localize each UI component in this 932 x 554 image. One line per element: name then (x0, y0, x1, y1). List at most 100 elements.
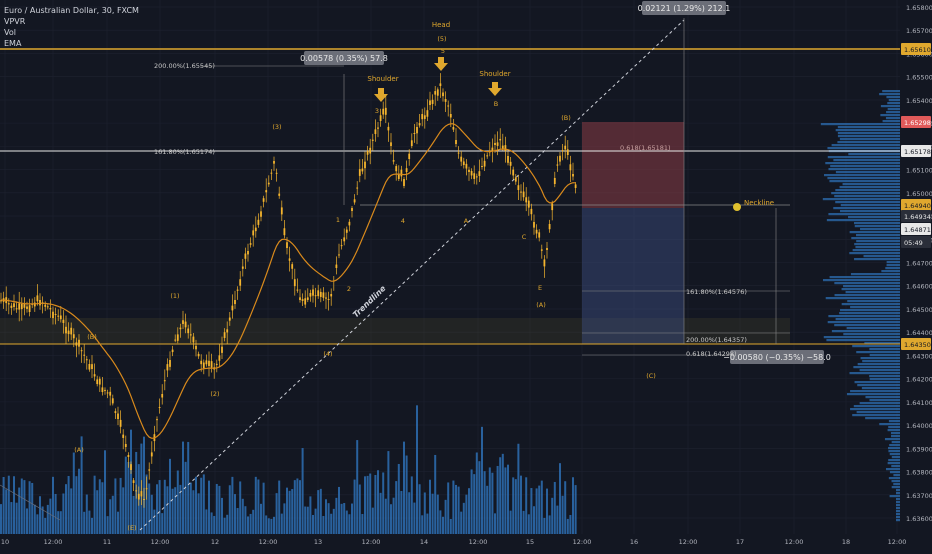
volume-bar (504, 467, 507, 534)
profile-bar (833, 207, 900, 210)
volume-bar (559, 463, 561, 534)
candle-body (78, 339, 80, 347)
wave-label: (5) (437, 35, 446, 43)
price-label-box[interactable] (901, 145, 931, 157)
symbol-title[interactable]: Euro / Australian Dollar, 30, FXCM (4, 6, 139, 15)
volume-bar (46, 504, 49, 534)
price-label-box[interactable] (901, 223, 931, 235)
time-tick: 12:00 (573, 538, 592, 546)
candle-body (239, 279, 242, 286)
volume-bar (98, 479, 101, 534)
profile-bar (854, 381, 900, 384)
candle-body (0, 300, 2, 302)
volume-bar (574, 485, 577, 534)
candle-body (413, 133, 416, 134)
candle-body (470, 170, 473, 176)
candle-body (20, 303, 23, 310)
price-axis[interactable] (900, 0, 932, 550)
profile-bar (827, 177, 900, 180)
candle-body (98, 378, 101, 385)
volume-bar (171, 488, 174, 534)
volume-bar (395, 481, 398, 534)
volume-bar (80, 436, 83, 534)
profile-bar (857, 384, 900, 387)
time-axis[interactable] (0, 534, 932, 550)
indicator-vpvr[interactable]: VPVR (4, 17, 26, 26)
volume-bar (265, 515, 268, 534)
price-label-box[interactable] (901, 210, 931, 222)
profile-bar (856, 240, 900, 243)
candle-body (93, 374, 96, 377)
price-tick: 1.65700 (906, 27, 932, 35)
profile-bar (839, 138, 900, 141)
candle-body (543, 259, 546, 267)
measure-bottom-box[interactable] (730, 350, 824, 364)
candle-body (338, 254, 340, 256)
candle-body (520, 191, 522, 193)
volume-bar (49, 498, 52, 534)
candle-body (189, 334, 192, 336)
volume-bar (382, 472, 385, 534)
candle-body (486, 155, 489, 157)
candle-body (548, 224, 551, 230)
candle-body (501, 145, 504, 149)
profile-bar (879, 423, 900, 426)
volume-bar (496, 465, 499, 534)
wave-label: (1) (170, 292, 179, 300)
candle-body (15, 308, 18, 310)
profile-bar (896, 507, 900, 510)
profile-bar (893, 474, 900, 477)
price-label-box[interactable] (901, 199, 931, 211)
candle-body (83, 354, 86, 356)
volume-bar (124, 456, 127, 534)
neckline-dot[interactable] (733, 203, 741, 211)
measurements (200, 18, 790, 356)
price-label-box[interactable] (901, 236, 931, 248)
candle-body (18, 303, 21, 310)
candle-body (150, 452, 153, 457)
volume-bar (88, 510, 91, 534)
profile-bar (888, 447, 900, 450)
volume-bar (517, 443, 520, 534)
volume-bar (475, 452, 478, 534)
price-tick: 1.63700 (906, 492, 932, 500)
profile-bar (891, 486, 900, 489)
candle-body (540, 249, 543, 251)
measure-head-box[interactable] (642, 1, 726, 15)
volume-bar (254, 476, 257, 534)
volume-bar (215, 483, 218, 534)
profile-bar (886, 96, 900, 99)
profile-bar (850, 273, 900, 276)
price-label-box[interactable] (901, 43, 931, 55)
candle-body (117, 413, 119, 419)
profile-bar (891, 441, 900, 444)
volume-bar (70, 488, 73, 534)
candle-body (283, 228, 286, 236)
candle-body (356, 187, 359, 189)
volume-bar (62, 493, 65, 534)
candle-body (13, 303, 15, 307)
candle-body (533, 222, 535, 228)
profile-bar (880, 105, 900, 108)
price-label-box[interactable] (901, 116, 931, 128)
candle-body (387, 126, 390, 131)
candle-body (101, 387, 104, 393)
candle-body (187, 328, 190, 334)
price-tick: 1.64700 (906, 260, 932, 268)
volume-bar (356, 440, 359, 534)
volume-bar (65, 484, 67, 534)
candle-body (535, 229, 538, 234)
trendline[interactable] (139, 19, 685, 531)
measure-top-box[interactable] (304, 51, 384, 65)
indicator-ema[interactable]: EMA (4, 39, 22, 48)
volume-bar (462, 502, 465, 534)
profile-bar (879, 93, 900, 96)
price-label-box[interactable] (901, 338, 931, 350)
volume-bar (13, 476, 15, 534)
indicator-vol[interactable]: Vol (4, 28, 16, 37)
volume-bar (426, 513, 429, 534)
volume-bar (57, 511, 60, 534)
profile-bar (896, 492, 900, 495)
